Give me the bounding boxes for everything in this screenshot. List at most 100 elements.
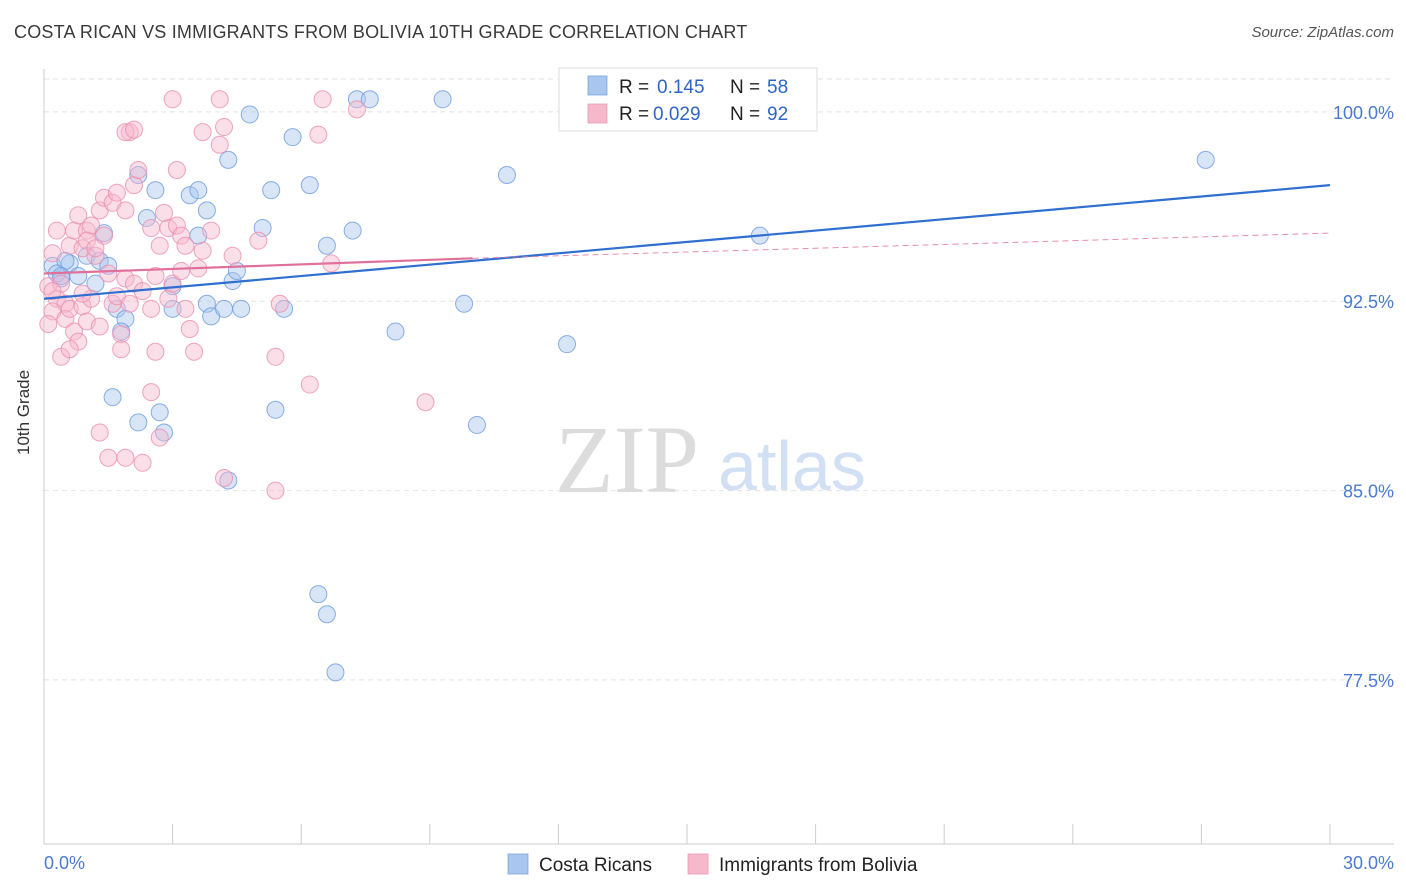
point-series1-69	[249, 231, 268, 250]
series-legend-swatch-bolivia	[687, 853, 709, 875]
point-series0-54	[317, 605, 336, 624]
point-series0-43	[497, 166, 516, 185]
point-series1-71	[266, 347, 285, 366]
point-series1-18	[107, 183, 126, 202]
point-series1-51	[172, 261, 191, 280]
point-series1-28	[176, 236, 195, 255]
watermark-zip: ZIP	[555, 406, 699, 513]
point-series1-89	[86, 239, 105, 258]
point-series1-23	[150, 236, 169, 255]
point-series1-13	[82, 216, 101, 235]
point-series1-58	[73, 284, 92, 303]
point-series1-55	[193, 241, 212, 260]
legend-n-value-1: 58	[767, 77, 788, 98]
point-series0-53	[309, 585, 328, 604]
point-series1-77	[416, 393, 435, 412]
point-series1-72	[270, 294, 289, 313]
point-series0-37	[347, 90, 366, 109]
point-series1-74	[309, 125, 328, 144]
legend-n-value-2: 92	[767, 104, 788, 125]
y-tick-labels: 77.5% 85.0% 92.5% 100.0%	[1333, 103, 1394, 691]
chart-source: Source: ZipAtlas.com	[1251, 24, 1394, 41]
point-series1-81	[313, 90, 332, 109]
point-series1-33	[65, 322, 84, 341]
point-series0-18	[189, 181, 208, 200]
data-points	[39, 90, 1215, 682]
point-series1-52	[176, 299, 195, 318]
point-series0-38	[360, 90, 379, 109]
point-series1-21	[129, 160, 148, 179]
axes	[43, 69, 1394, 845]
point-series1-67	[210, 135, 229, 154]
point-series0-55	[326, 663, 345, 682]
point-series1-78	[215, 468, 234, 487]
point-series0-47	[103, 388, 122, 407]
point-series0-40	[433, 90, 452, 109]
point-series0-17	[180, 186, 199, 205]
point-series0-31	[262, 181, 281, 200]
point-series1-1	[43, 244, 62, 263]
point-series1-42	[112, 325, 131, 344]
point-series1-48	[146, 267, 165, 286]
point-series1-59	[90, 423, 109, 442]
point-series1-30	[43, 282, 62, 301]
legend-n-label-2: N =	[730, 104, 760, 125]
point-series1-76	[347, 100, 366, 119]
point-series1-27	[167, 160, 186, 179]
legend-r-value-2: 0.029	[653, 104, 701, 125]
point-series0-20	[197, 201, 216, 220]
series-legend-label-costa-ricans: Costa Ricans	[539, 855, 652, 876]
point-series0-52	[266, 400, 285, 419]
point-series1-73	[300, 375, 319, 394]
point-series1-85	[193, 123, 212, 142]
point-series1-68	[223, 246, 242, 265]
point-series1-47	[142, 299, 161, 318]
legend-r-value-1: 0.145	[657, 77, 705, 98]
point-series0-24	[215, 299, 234, 318]
legend-n-label-1: N =	[730, 77, 760, 98]
point-series1-7	[47, 221, 66, 240]
point-series1-53	[180, 320, 199, 339]
x-tick-label-max: 30.0%	[1343, 853, 1394, 873]
point-series1-62	[116, 448, 135, 467]
y-tick-label-1: 85.0%	[1343, 482, 1394, 502]
point-series1-20	[125, 176, 144, 195]
point-series0-46	[1196, 150, 1215, 169]
point-series0-50	[150, 403, 169, 422]
legend-r-label-2: R =	[619, 104, 649, 125]
point-series0-28	[219, 150, 238, 169]
y-tick-label-0: 77.5%	[1343, 671, 1394, 691]
point-series1-19	[116, 201, 135, 220]
trend-line-bolivia	[43, 257, 473, 275]
point-series1-80	[210, 90, 229, 109]
point-series0-34	[300, 176, 319, 195]
point-series0-41	[455, 294, 474, 313]
point-series1-64	[142, 383, 161, 402]
point-series1-84	[125, 120, 144, 139]
point-series0-3	[69, 267, 88, 286]
point-series1-87	[95, 226, 114, 245]
point-series0-39	[386, 322, 405, 341]
point-series0-8	[86, 274, 105, 293]
legend-r-label-1: R =	[619, 77, 649, 98]
point-series0-44	[557, 335, 576, 354]
point-series1-63	[133, 453, 152, 472]
watermark: ZIP atlas	[555, 406, 866, 513]
trend-line-bolivia-extension	[472, 232, 1331, 259]
series-legend-label-bolivia: Immigrants from Bolivia	[719, 855, 918, 876]
trend-lines	[43, 184, 1331, 300]
legend-swatch-costa-ricans	[587, 75, 608, 96]
point-series0-42	[467, 415, 486, 434]
point-series0-29	[240, 105, 259, 124]
point-series0-27	[232, 299, 251, 318]
point-series1-38	[90, 317, 109, 336]
point-series1-57	[60, 340, 79, 359]
x-tick-label-min: 0.0%	[44, 853, 85, 873]
point-series1-79	[163, 90, 182, 109]
point-series1-91	[202, 221, 221, 240]
series-legend-swatch-costa-ricans	[507, 853, 529, 875]
chart-title: COSTA RICAN VS IMMIGRANTS FROM BOLIVIA 1…	[14, 22, 748, 42]
legend-swatch-bolivia	[587, 103, 608, 124]
point-series0-36	[343, 221, 362, 240]
y-tick-label-2: 92.5%	[1343, 292, 1394, 312]
